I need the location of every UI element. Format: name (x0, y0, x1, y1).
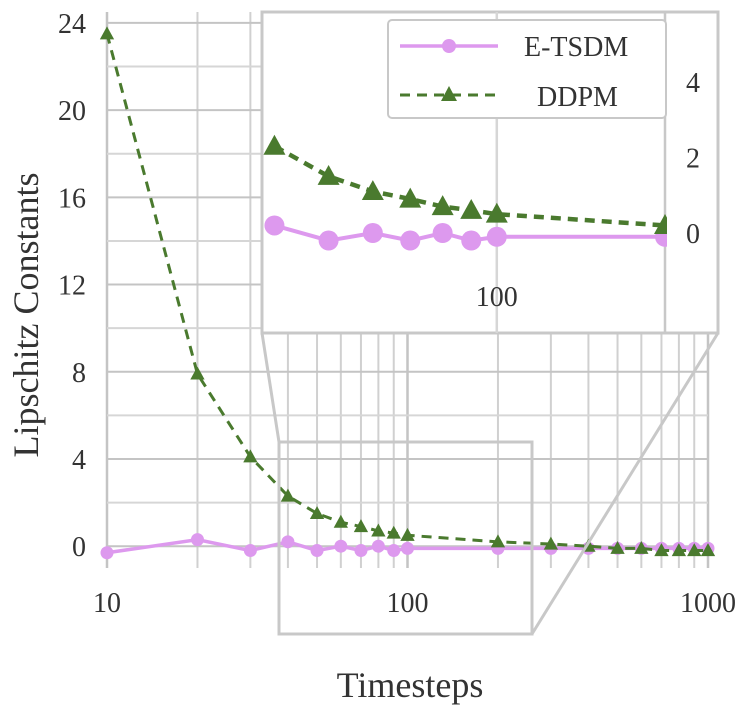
legend-marker-e-tsdm (442, 39, 456, 53)
y-tick-label: 4 (72, 445, 86, 476)
data-point (371, 539, 385, 553)
data-point (263, 134, 286, 155)
data-point (353, 519, 369, 533)
data-point (486, 226, 507, 247)
data-point (280, 488, 296, 502)
x-tick-label: 100 (387, 588, 429, 619)
data-point (460, 198, 483, 219)
data-point (361, 180, 384, 201)
zoom-box (260, 332, 720, 636)
data-point (334, 539, 348, 553)
legend: E-TSDM DDPM (387, 19, 667, 119)
data-point (387, 544, 401, 558)
legend-label-ddpm: DDPM (537, 82, 618, 113)
legend-label-e-tsdm: E-TSDM (524, 32, 628, 63)
series-ddpm (99, 26, 716, 557)
legend-marker-ddpm (441, 86, 457, 101)
inset-x-tick-label: 100 (476, 282, 518, 313)
data-point (264, 215, 285, 236)
data-point (400, 230, 421, 251)
data-point (654, 543, 669, 557)
data-point (610, 540, 625, 554)
data-point (671, 543, 687, 557)
y-tick-label: 8 (72, 358, 86, 389)
data-point (371, 523, 386, 537)
x-tick-label: 1000 (680, 588, 736, 619)
data-point (399, 187, 422, 208)
axis-labels: Timesteps Lipschitz Constants (6, 173, 483, 705)
inset-y-tick-label: 2 (686, 144, 700, 175)
series-ddpm (263, 134, 667, 234)
data-point (461, 230, 482, 251)
data-point (432, 223, 453, 243)
series-e-tsdm (264, 215, 667, 251)
x-tick-label: 10 (93, 588, 121, 619)
data-point (190, 366, 205, 380)
data-point (281, 535, 295, 549)
y-tick-label: 24 (58, 9, 86, 40)
x-axis-label: Timesteps (337, 665, 484, 705)
data-point (310, 544, 324, 558)
y-axis-label: Lipschitz Constants (6, 173, 46, 458)
data-point (354, 544, 368, 558)
data-point (634, 540, 649, 554)
data-point (654, 214, 667, 234)
data-point (190, 533, 204, 547)
y-tick-label: 0 (72, 532, 86, 563)
y-tick-label: 20 (58, 96, 86, 127)
y-tick-label: 12 (58, 271, 86, 302)
data-point (485, 202, 508, 223)
data-point (318, 230, 339, 251)
data-point (687, 543, 702, 557)
data-point (333, 514, 348, 528)
data-point (243, 449, 258, 463)
data-point (243, 544, 257, 558)
zoom-connector (530, 332, 720, 635)
inset-y-tick-label: 4 (686, 68, 700, 99)
zoom-rectangle (277, 440, 534, 636)
data-point (309, 506, 325, 520)
data-point (400, 527, 415, 541)
data-point (386, 525, 401, 539)
data-point (362, 223, 383, 243)
main-plot (99, 26, 716, 560)
zoom-connector (260, 332, 281, 443)
data-point (431, 195, 454, 216)
data-point (317, 164, 340, 185)
data-point (401, 541, 414, 555)
inset-y-tick-label: 0 (686, 219, 700, 250)
data-point (700, 543, 716, 557)
data-point (543, 536, 559, 550)
data-point (99, 26, 115, 40)
data-point (100, 546, 114, 560)
y-tick-label: 16 (58, 183, 86, 214)
data-point (490, 534, 506, 548)
